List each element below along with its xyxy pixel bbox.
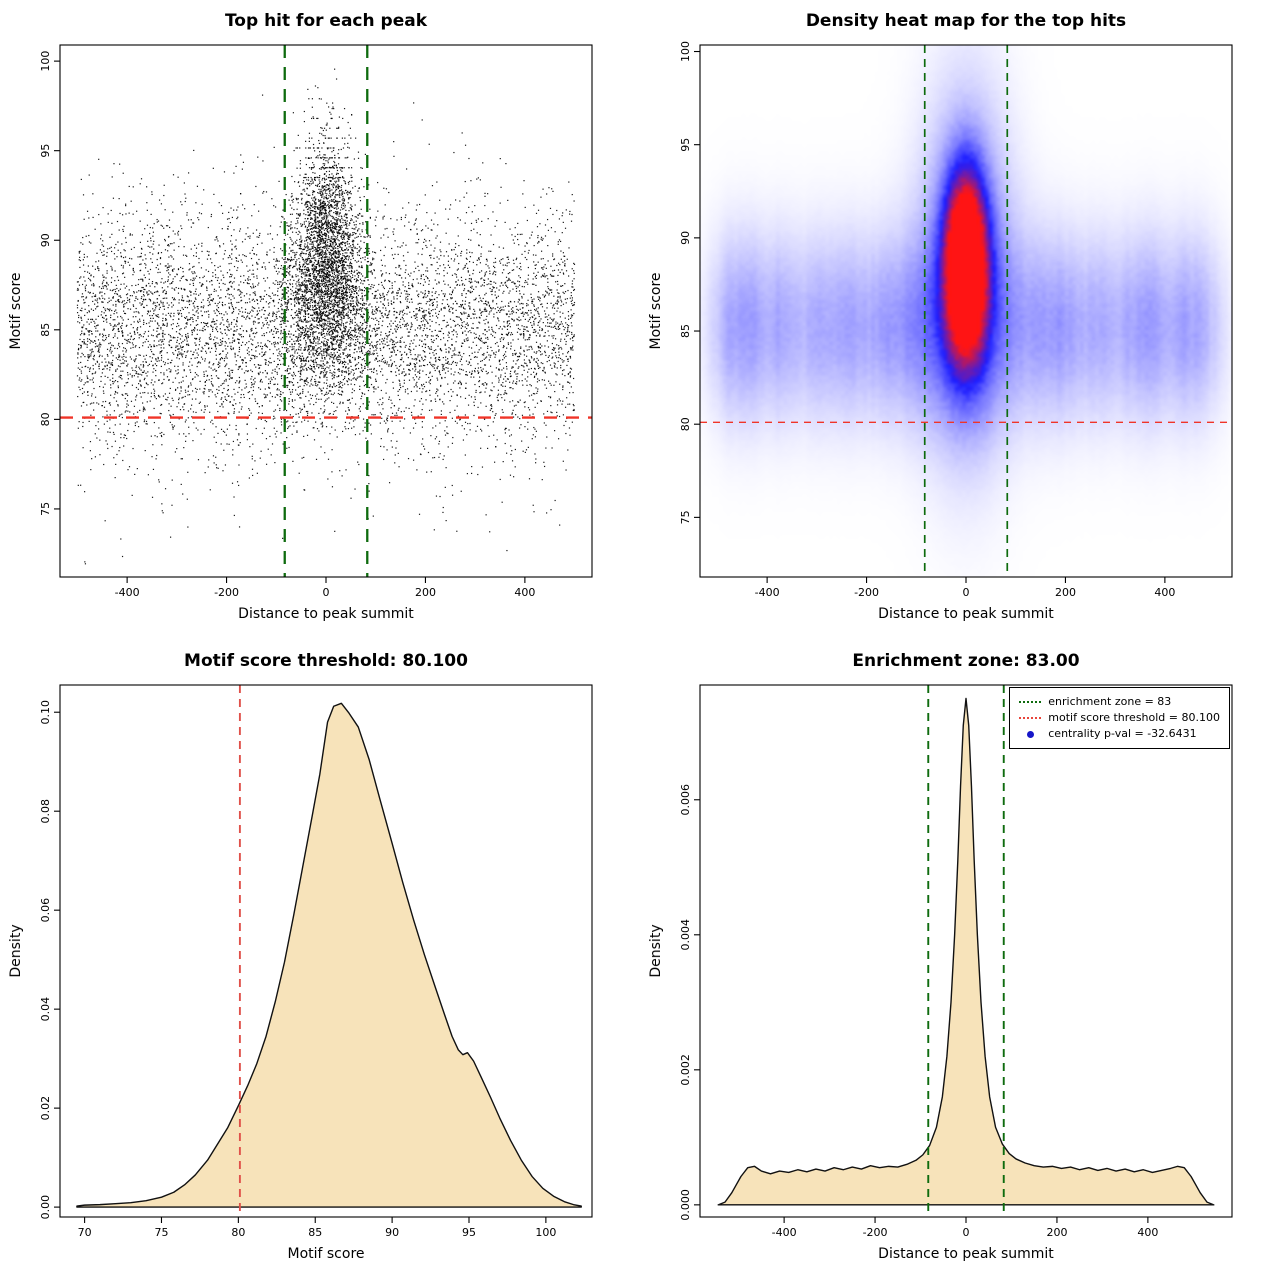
panel-scatter-top-hits: Top hit for each peak Distance to peak s… <box>0 0 640 640</box>
scatter-y-axis-label: Motif score <box>8 272 24 350</box>
enrichment-x-axis-label: Distance to peak summit <box>878 1246 1054 1262</box>
panel-density-heatmap: Density heat map for the top hits Distan… <box>640 0 1280 640</box>
legend-label: enrichment zone = 83 <box>1048 695 1172 708</box>
panel-motif-score-density: Motif score threshold: 80.100 Motif scor… <box>0 640 640 1280</box>
legend-item-motif-threshold: motif score threshold = 80.100 <box>1019 710 1220 726</box>
blue-point-icon <box>1027 730 1035 738</box>
score-density-title: Motif score threshold: 80.100 <box>184 651 468 671</box>
score-density-canvas <box>0 640 640 1280</box>
score-density-x-axis-label: Motif score <box>287 1246 365 1262</box>
legend-label: centrality p-val = -32.6431 <box>1048 727 1197 740</box>
score-density-y-axis-label: Density <box>8 924 24 978</box>
red-dotted-line-icon <box>1019 717 1042 719</box>
chart-legend: enrichment zone = 83 motif score thresho… <box>1009 687 1230 749</box>
legend-item-enrichment-zone: enrichment zone = 83 <box>1019 694 1220 710</box>
scatter-title: Top hit for each peak <box>224 11 428 31</box>
scatter-x-axis-label: Distance to peak summit <box>238 606 414 622</box>
green-dotted-line-icon <box>1019 701 1042 703</box>
scatter-plot-canvas <box>0 0 640 640</box>
heatmap-x-axis-label: Distance to peak summit <box>878 606 1054 622</box>
heatmap-y-axis-label: Motif score <box>648 272 664 350</box>
legend-item-centrality-pval: centrality p-val = -32.6431 <box>1019 726 1220 742</box>
enrichment-zone-title: Enrichment zone: 83.00 <box>852 651 1080 671</box>
enrichment-y-axis-label: Density <box>648 924 664 978</box>
legend-label: motif score threshold = 80.100 <box>1048 711 1220 724</box>
heatmap-canvas <box>640 0 1280 640</box>
panel-enrichment-zone-density: Enrichment zone: 83.00 Distance to peak … <box>640 640 1280 1280</box>
heatmap-title: Density heat map for the top hits <box>805 11 1127 31</box>
